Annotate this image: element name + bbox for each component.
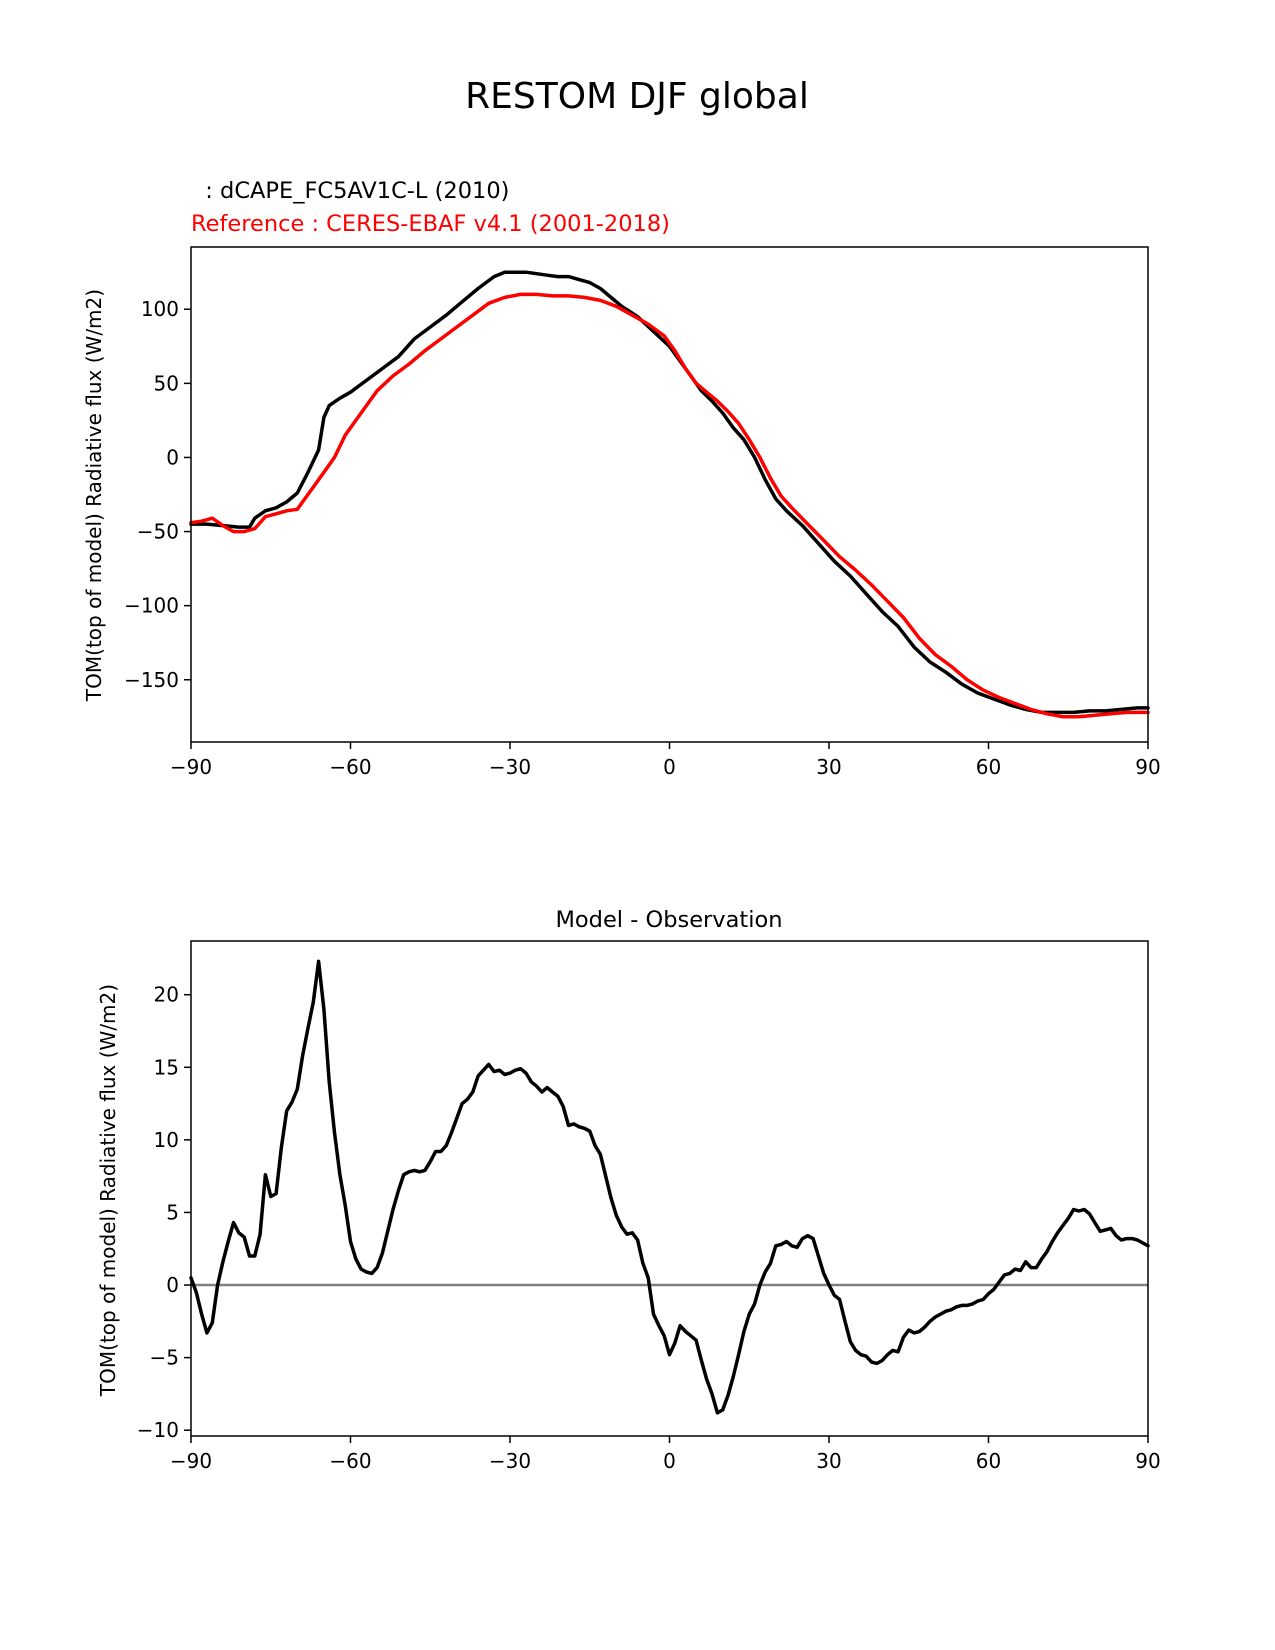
top-panel: : dCAPE_FC5AV1C-L (2010) Reference : CER…	[82, 178, 1161, 779]
bottom-panel: Model - Observation TOM(top of model) Ra…	[96, 907, 1161, 1473]
y-axis-label: TOM(top of model) Radiative flux (W/m2)	[82, 289, 106, 702]
y-tick-label: −50	[137, 520, 179, 544]
x-tick-label: 30	[816, 755, 841, 779]
x-tick-label: 0	[663, 1449, 676, 1473]
reference-series-line	[189, 292, 1150, 719]
y-tick-label: 10	[154, 1128, 179, 1152]
y-tick-label: 5	[166, 1200, 179, 1224]
x-tick-label: −60	[329, 1449, 371, 1473]
y-axis-label: TOM(top of model) Radiative flux (W/m2)	[96, 984, 120, 1397]
bottom-panel-title: Model - Observation	[556, 907, 783, 933]
y-tick-label: 0	[166, 1273, 179, 1297]
x-tick-label: −30	[489, 1449, 531, 1473]
top-plot-area: −90 −60 −30 0 30 60 90 −150 −100 −50 0 50 100	[124, 246, 1161, 779]
difference-series-line	[189, 959, 1150, 1415]
y-tick-label: 0	[166, 445, 179, 469]
model-series-line	[189, 270, 1150, 715]
x-tick-label: 0	[663, 755, 676, 779]
x-tick-label: 60	[976, 1449, 1001, 1473]
x-tick-label: −30	[489, 755, 531, 779]
x-tick-label: −90	[170, 1449, 212, 1473]
x-tick-label: −90	[170, 755, 212, 779]
x-tick-label: −60	[329, 755, 371, 779]
y-tick-label: 50	[154, 371, 179, 395]
model-label: : dCAPE_FC5AV1C-L (2010)	[191, 178, 509, 204]
y-tick-label: −5	[150, 1346, 179, 1370]
x-tick-label: 60	[976, 755, 1001, 779]
y-tick-label: −10	[137, 1418, 179, 1442]
x-tick-label: 90	[1135, 1449, 1160, 1473]
x-tick-label: 30	[816, 1449, 841, 1473]
reference-label: Reference : CERES-EBAF v4.1 (2001-2018)	[191, 211, 670, 237]
y-tick-label: −100	[124, 594, 179, 618]
y-tick-label: 20	[154, 983, 179, 1007]
y-tick-label: 100	[141, 297, 179, 321]
x-tick-label: 90	[1135, 755, 1160, 779]
figure-suptitle: RESTOM DJF global	[465, 76, 809, 117]
y-tick-label: −150	[124, 668, 179, 692]
y-tick-label: 15	[154, 1055, 179, 1079]
bottom-plot-area: −90 −60 −30 0 30 60 90 −10 −5 0 5 10 15 20	[137, 940, 1161, 1473]
